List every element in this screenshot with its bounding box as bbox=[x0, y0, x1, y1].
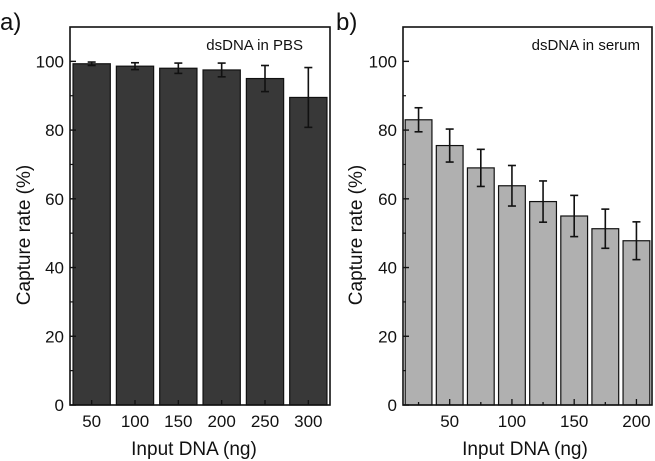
panel-a-bar bbox=[115, 65, 155, 406]
panel-a-ytick-label: 0 bbox=[55, 396, 64, 415]
panel-a-xtick-label: 300 bbox=[294, 412, 322, 431]
panel-a-ytick-label: 100 bbox=[36, 52, 64, 71]
panel-a-annotation: dsDNA in PBS bbox=[206, 37, 303, 54]
panel-b-bar bbox=[529, 200, 558, 406]
panel-a-ytick-label: 20 bbox=[45, 327, 64, 346]
panel-b-chart: b) Capture rate (%) Input DNA (ng) dsDNA… bbox=[336, 9, 653, 460]
panel-a-xtick-label: 200 bbox=[207, 412, 235, 431]
panel-b-bar bbox=[404, 119, 433, 406]
panel-b-axes-frame bbox=[402, 26, 653, 406]
panel-b-xtick-label: 150 bbox=[560, 412, 588, 431]
panel-a-bar bbox=[202, 69, 241, 406]
panel-b-ytick-label: 20 bbox=[378, 327, 397, 346]
panel-b-label: b) bbox=[336, 9, 357, 36]
panel-b-ytick-label: 60 bbox=[378, 190, 397, 209]
panel-a-ylabel: Capture rate (%) bbox=[14, 165, 35, 305]
panel-b-bar bbox=[435, 144, 464, 406]
panel-a-bar bbox=[72, 63, 111, 406]
panel-b-ytick-label: 100 bbox=[369, 52, 397, 71]
panel-b-ylabel: Capture rate (%) bbox=[346, 165, 367, 305]
panel-b-ytick-label: 40 bbox=[378, 259, 397, 278]
panel-a-ytick-label: 80 bbox=[45, 121, 64, 140]
panel-a-xtick-label: 150 bbox=[164, 412, 192, 431]
panel-b-xtick-label: 200 bbox=[622, 412, 650, 431]
panel-b-ytick-label: 80 bbox=[378, 121, 397, 140]
panel-b-annotation: dsDNA in serum bbox=[532, 37, 640, 54]
panel-a-xtick-label: 250 bbox=[251, 412, 279, 431]
panel-a-ytick-label: 60 bbox=[45, 190, 64, 209]
panel-a-xtick-label: 50 bbox=[82, 412, 101, 431]
panel-a-xtick-label: 100 bbox=[121, 412, 149, 431]
panel-a-bar bbox=[245, 77, 285, 406]
panel-b-ytick-label: 0 bbox=[388, 396, 397, 415]
panel-a-label: a) bbox=[0, 9, 21, 36]
panel-a-chart: a) Capture rate (%) Input DNA (ng) dsDNA… bbox=[0, 9, 331, 460]
panel-b-bar bbox=[497, 185, 526, 406]
panel-b-xlabel: Input DNA (ng) bbox=[462, 439, 588, 460]
panel-a-ytick-label: 40 bbox=[45, 259, 64, 278]
panel-a-axes-frame bbox=[69, 26, 331, 406]
panel-b-bar bbox=[591, 228, 620, 406]
panel-a-bar bbox=[159, 67, 198, 406]
panel-b-xtick-label: 100 bbox=[498, 412, 526, 431]
panel-a-xlabel: Input DNA (ng) bbox=[131, 439, 257, 460]
panel-b-bar bbox=[622, 240, 651, 406]
panel-b-bar bbox=[560, 215, 589, 406]
panel-b-xtick-label: 50 bbox=[440, 412, 459, 431]
panel-a-bar bbox=[289, 96, 328, 406]
panel-b-bar bbox=[466, 167, 495, 406]
